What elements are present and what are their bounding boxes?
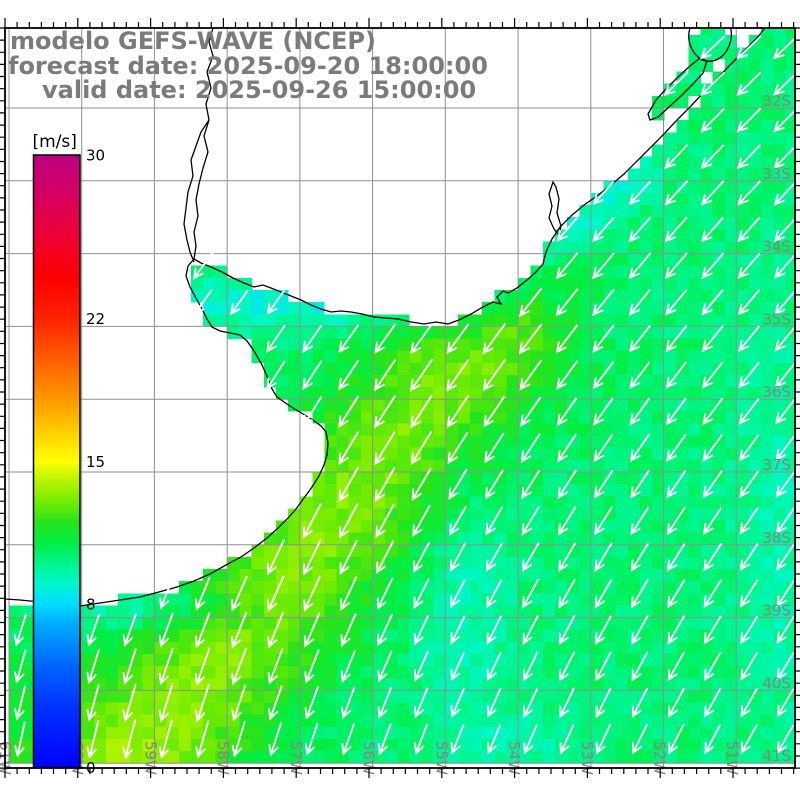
lat-label: 34S: [762, 238, 791, 256]
lat-label: 33S: [762, 165, 791, 183]
colorbar-tick-label: 8: [86, 596, 96, 614]
lat-label: 36S: [762, 383, 791, 401]
lat-label: 35S: [762, 310, 791, 328]
lon-label: 58W: [214, 741, 232, 775]
colorbar-gradient: [32, 154, 81, 769]
colorbar-unit-label: [m/s]: [33, 132, 77, 152]
lon-label: 52W: [651, 741, 669, 775]
colorbar: [m/s] 30 22 15 8 0: [33, 132, 106, 777]
lon-label: 54W: [505, 741, 523, 775]
colorbar-tick-label: 30: [86, 147, 105, 165]
lagoa-dos-patos: [688, 28, 733, 62]
uruguay-river: [193, 28, 214, 260]
lon-label: 53W: [578, 741, 596, 775]
colorbar-tick-label: 22: [86, 310, 105, 328]
lat-lon-grid: [5, 28, 795, 768]
lon-label: 51W: [723, 741, 741, 775]
lat-label: 32S: [762, 92, 791, 110]
lon-label: 59W: [141, 741, 159, 775]
lat-label: 39S: [762, 602, 791, 620]
lon-label: 61W: [0, 741, 14, 775]
lon-label: 57W: [287, 741, 305, 775]
lat-label: 41S: [762, 747, 791, 765]
lat-label: 40S: [762, 674, 791, 692]
map-frame: [0, 18, 800, 778]
frame-ticks: [0, 18, 800, 778]
wave-direction-arrows: [13, 35, 795, 760]
coastline: [5, 28, 766, 607]
lat-label: 37S: [762, 456, 791, 474]
colorbar-tick-label: 0: [86, 759, 96, 777]
colorbar-tick-label: 15: [86, 453, 105, 471]
wave-height-cells: [9, 28, 795, 764]
parana-river: [183, 119, 210, 263]
lat-label: 38S: [762, 529, 791, 547]
lon-label: 55W: [432, 741, 450, 775]
lon-label: 56W: [360, 741, 378, 775]
